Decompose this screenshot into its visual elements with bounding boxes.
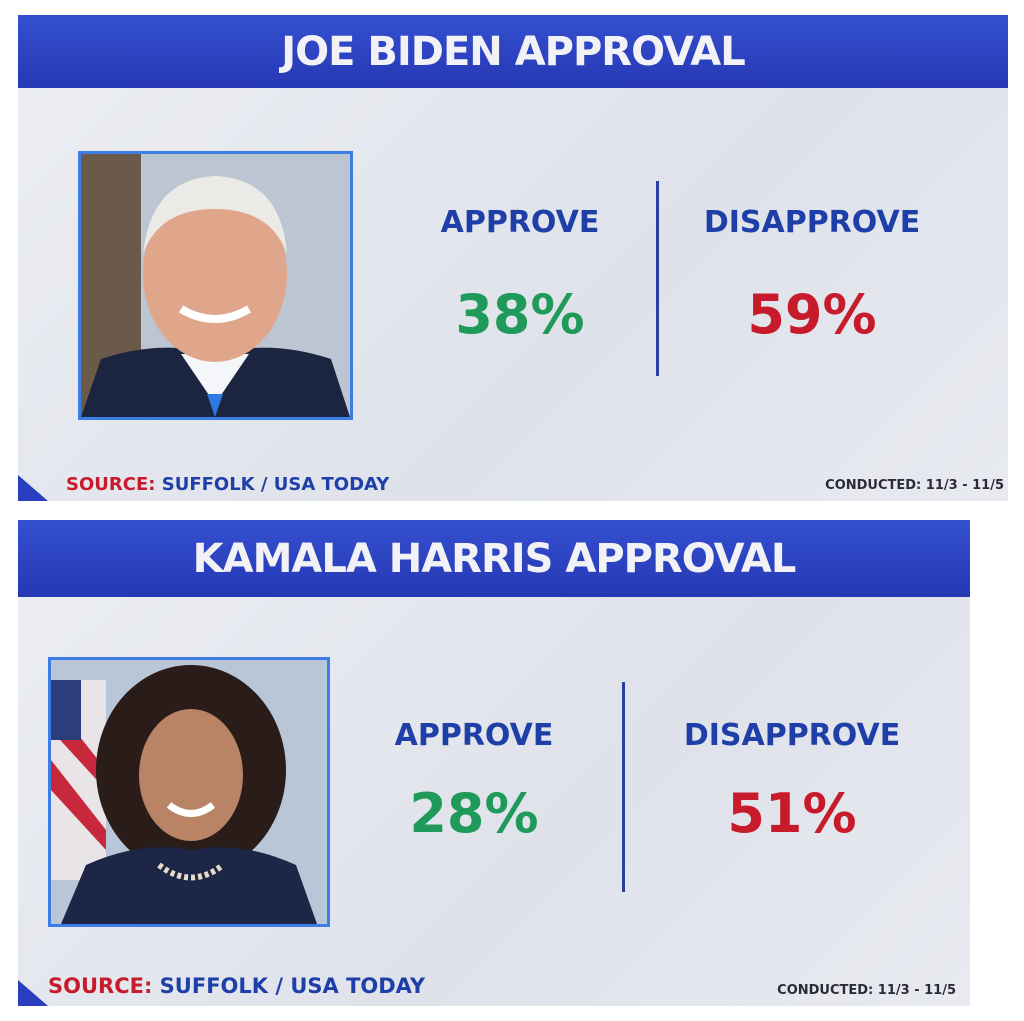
disapprove-value: 59%	[747, 283, 877, 346]
panel-title: KAMALA HARRIS APPROVAL	[18, 520, 970, 597]
portrait-drawing	[81, 154, 350, 417]
corner-mark	[18, 980, 48, 1006]
conducted: CONDUCTED: 11/3 - 11/5	[825, 478, 1004, 493]
portrait	[78, 151, 353, 420]
disapprove-label: DISAPPROVE	[683, 718, 901, 753]
source-text: SUFFOLK / USA TODAY	[161, 474, 390, 495]
portrait-drawing	[51, 660, 327, 924]
poll-panel: JOE BIDEN APPROVAL APPROVE 38% DISAPPROV…	[18, 15, 1008, 501]
source: SOURCE: SUFFOLK / USA TODAY	[18, 974, 425, 998]
approve-label: APPROVE	[394, 718, 554, 753]
approve-label: APPROVE	[440, 205, 600, 240]
source-text: SUFFOLK / USA TODAY	[159, 974, 426, 998]
panel-title: JOE BIDEN APPROVAL	[18, 15, 1008, 88]
conducted: CONDUCTED: 11/3 - 11/5	[777, 983, 956, 998]
approve-value: 38%	[455, 283, 585, 346]
source: SOURCE: SUFFOLK / USA TODAY	[18, 474, 389, 495]
divider	[656, 181, 659, 376]
disapprove-value: 51%	[727, 782, 857, 845]
disapprove-label: DISAPPROVE	[703, 205, 921, 240]
corner-mark	[18, 475, 48, 501]
poll-panel: KAMALA HARRIS APPROVAL APPROVE 28% DISAP…	[18, 520, 970, 1006]
approve-value: 28%	[409, 782, 539, 845]
source-label: SOURCE:	[48, 974, 153, 998]
divider	[622, 682, 625, 892]
source-label: SOURCE:	[66, 474, 156, 495]
portrait	[48, 657, 330, 927]
